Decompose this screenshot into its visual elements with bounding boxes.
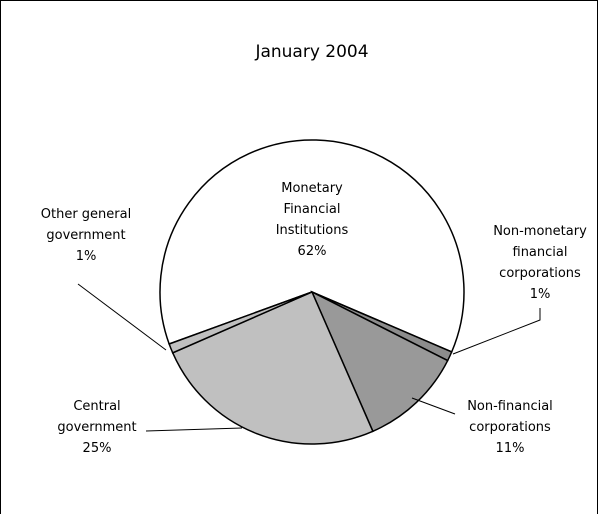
data-label: Non-monetary financial corporations 1% bbox=[493, 224, 587, 302]
category-line: Non-monetary bbox=[493, 224, 587, 239]
value-label: 25% bbox=[83, 441, 112, 456]
category-line: corporations bbox=[469, 420, 551, 435]
value-label: 1% bbox=[76, 249, 97, 264]
category-line: Non-financial bbox=[467, 399, 553, 414]
category-line: Central bbox=[73, 399, 120, 414]
category-line: government bbox=[57, 420, 136, 435]
category-label: Monetary Financial Institutions bbox=[276, 181, 349, 238]
category-line: corporations bbox=[499, 266, 581, 281]
value-label: 1% bbox=[530, 287, 551, 302]
category-line: government bbox=[46, 228, 125, 243]
category-label: Non-monetary financial corporations bbox=[493, 224, 587, 281]
category-line: Financial bbox=[284, 202, 341, 217]
leader-line bbox=[452, 308, 541, 355]
value-label: 62% bbox=[298, 244, 327, 259]
category-line: Monetary bbox=[281, 181, 343, 196]
chart-title: January 2004 bbox=[254, 42, 368, 62]
leader-line bbox=[411, 397, 456, 415]
category-line: Other general bbox=[41, 207, 131, 222]
pie-slice bbox=[168, 291, 313, 354]
category-label: Non-financial corporations bbox=[467, 399, 553, 435]
category-label: Other general government bbox=[41, 207, 131, 243]
category-label: Central government bbox=[57, 399, 136, 435]
pie-slice bbox=[310, 290, 449, 433]
pie-slice bbox=[171, 291, 374, 445]
data-label: Central government 25% bbox=[57, 399, 136, 456]
pie-slice bbox=[159, 139, 465, 353]
data-label: Non-financial corporations 11% bbox=[467, 399, 553, 456]
category-line: financial bbox=[513, 245, 568, 260]
category-line: Institutions bbox=[276, 223, 349, 238]
leader-line bbox=[77, 283, 167, 351]
value-label: 11% bbox=[496, 441, 525, 456]
data-label: Monetary Financial Institutions 62% bbox=[276, 181, 349, 259]
data-label: Other general government 1% bbox=[41, 207, 131, 264]
leader-line bbox=[145, 427, 243, 432]
